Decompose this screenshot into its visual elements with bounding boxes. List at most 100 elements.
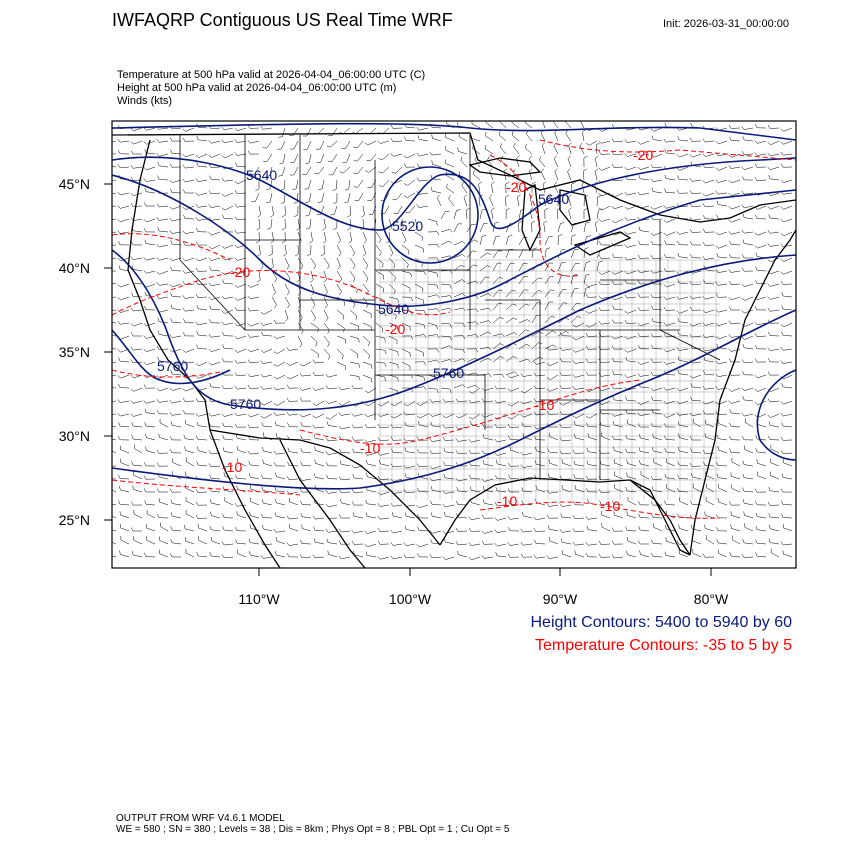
wind-barb xyxy=(208,190,221,195)
wind-barb xyxy=(326,474,338,480)
wind-barb xyxy=(479,265,491,272)
county-lines xyxy=(379,259,720,500)
wind-barb xyxy=(546,400,559,406)
wind-barb xyxy=(297,322,304,335)
wind-barb xyxy=(195,192,208,196)
wind-barb xyxy=(456,500,468,506)
wind-barb xyxy=(208,204,221,208)
wind-barb xyxy=(261,422,273,428)
wind-barb xyxy=(182,153,195,158)
wind-barb xyxy=(323,309,329,322)
wind-barb xyxy=(521,500,533,506)
wind-barb xyxy=(703,279,715,285)
wind-barb xyxy=(676,387,689,392)
height-contours xyxy=(112,122,796,490)
wind-barb xyxy=(677,474,689,480)
wind-barb xyxy=(234,372,247,377)
wind-barb xyxy=(292,179,299,191)
temp-label: -10 xyxy=(222,459,242,475)
wind-barb xyxy=(234,229,247,234)
temperature-labels: -20 -20 -20 -20 -10 -10 -10 -10 -10 xyxy=(222,147,653,514)
wind-barb xyxy=(570,288,579,298)
wind-barb xyxy=(112,309,117,311)
wind-barb xyxy=(273,348,286,354)
wind-barb xyxy=(443,473,455,480)
wind-barb xyxy=(157,175,169,181)
wind-barb xyxy=(375,244,382,256)
wind-barb xyxy=(184,446,195,454)
wind-barb xyxy=(586,525,598,532)
wind-barb xyxy=(526,130,533,142)
wind-barb xyxy=(585,332,598,337)
lake-superior xyxy=(468,157,542,177)
wind-barb xyxy=(587,433,598,441)
wind-barb xyxy=(767,257,780,263)
wind-barb xyxy=(529,207,534,220)
wind-barb xyxy=(651,513,663,519)
wind-barb xyxy=(310,335,318,347)
wind-barb xyxy=(271,283,276,296)
canada-border xyxy=(112,132,796,223)
wind-barb xyxy=(286,515,299,520)
wind-barb xyxy=(742,136,754,142)
wind-barb xyxy=(574,433,585,441)
wind-barb xyxy=(336,348,344,360)
wind-barb xyxy=(318,179,325,191)
wind-barb xyxy=(531,247,538,259)
wind-barb xyxy=(560,358,572,363)
wind-barb xyxy=(703,370,715,376)
wind-barb xyxy=(677,487,689,493)
wind-barb xyxy=(456,513,468,519)
wind-barb xyxy=(262,459,273,467)
wind-barb xyxy=(666,458,676,467)
wind-barb xyxy=(479,235,487,246)
wind-barb xyxy=(182,205,195,210)
wind-barb xyxy=(754,374,767,379)
wind-barb xyxy=(453,254,466,259)
wind-barb xyxy=(146,536,156,545)
wind-barb xyxy=(302,166,312,175)
wind-barb xyxy=(585,541,598,546)
wind-barb xyxy=(741,359,754,363)
wind-barb xyxy=(520,400,533,405)
wind-barb xyxy=(586,422,598,428)
lake-michigan xyxy=(521,184,541,252)
wind-barb xyxy=(143,384,156,389)
wind-barb xyxy=(453,358,466,363)
wind-barb xyxy=(663,231,676,236)
wind-barb xyxy=(156,203,169,208)
wind-barb xyxy=(678,433,689,441)
wind-barb xyxy=(742,499,754,506)
wind-barb xyxy=(637,269,650,273)
wind-barb xyxy=(531,181,536,194)
wind-barb xyxy=(310,348,319,359)
wind-barb xyxy=(503,168,508,181)
wind-barb xyxy=(440,269,453,274)
wind-barb xyxy=(440,335,452,341)
wind-barb xyxy=(130,413,143,417)
wind-barb xyxy=(652,433,663,441)
wind-barb xyxy=(650,231,663,236)
wind-barb xyxy=(144,149,156,155)
wind-barb xyxy=(567,168,572,181)
wind-barb xyxy=(596,260,603,272)
wind-barb xyxy=(130,150,142,155)
wind-barb xyxy=(611,270,624,275)
wind-barb xyxy=(498,131,507,142)
wind-barb xyxy=(509,446,520,454)
wind-barb xyxy=(507,516,520,520)
wind-barb xyxy=(430,512,442,519)
wind-barb xyxy=(310,270,314,283)
wind-barb xyxy=(692,418,702,428)
wind-barb xyxy=(158,549,169,558)
wind-barb xyxy=(479,307,492,312)
wind-barb xyxy=(614,484,624,493)
wind-barb xyxy=(354,192,364,202)
wind-barb xyxy=(391,512,403,519)
wind-barb xyxy=(570,274,578,285)
wind-barb xyxy=(417,135,429,142)
wind-barb xyxy=(453,264,465,272)
wind-barb xyxy=(144,239,156,246)
wind-barb xyxy=(637,254,650,259)
wind-barb xyxy=(531,277,543,285)
